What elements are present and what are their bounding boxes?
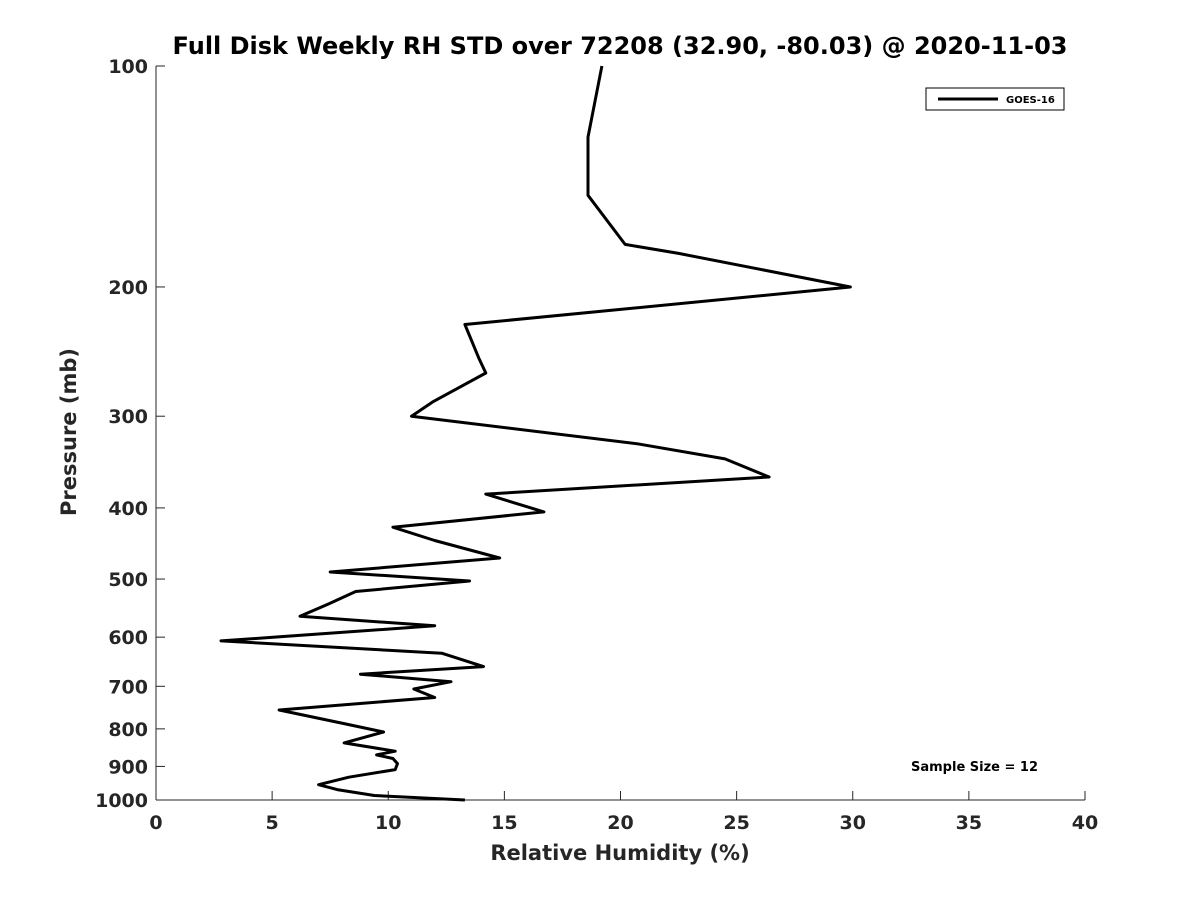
- x-tick-label: 20: [607, 812, 633, 834]
- legend-label-goes-16: GOES-16: [1006, 95, 1055, 106]
- plot-axes: [155, 66, 1085, 801]
- y-axis-ticks: 100 200 300 400 500 600 700 800 900 1000: [95, 56, 165, 812]
- chart-title: Full Disk Weekly RH STD over 72208 (32.9…: [173, 32, 1068, 60]
- legend: GOES-16: [925, 87, 1065, 111]
- x-tick-label: 5: [266, 812, 279, 834]
- x-tick-label: 15: [491, 812, 517, 834]
- sample-size-annotation: Sample Size = 12: [911, 760, 1038, 775]
- y-tick-label: 100: [108, 56, 148, 78]
- y-tick-label: 800: [108, 719, 148, 741]
- x-tick-label: 40: [1072, 812, 1098, 834]
- y-tick-label: 200: [108, 277, 148, 299]
- x-axis-ticks: 0 5 10 15 20 25 30 35 40: [149, 791, 1098, 834]
- y-tick-label: 400: [108, 498, 148, 520]
- y-axis-title: Pressure (mb): [57, 348, 81, 516]
- series-layer: [219, 65, 852, 802]
- y-tick-label: 600: [108, 627, 148, 649]
- x-tick-label: 35: [956, 812, 982, 834]
- y-tick-label: 1000: [95, 790, 148, 812]
- series-line-goes-16: [219, 65, 852, 802]
- x-tick-label: 25: [723, 812, 749, 834]
- x-axis-title: Relative Humidity (%): [490, 841, 749, 865]
- x-tick-label: 10: [375, 812, 401, 834]
- y-tick-label: 700: [108, 676, 148, 698]
- y-tick-label: 900: [108, 756, 148, 778]
- y-tick-label: 300: [108, 406, 148, 428]
- y-tick-label: 500: [108, 569, 148, 591]
- x-tick-label: 0: [149, 812, 162, 834]
- x-tick-label: 30: [840, 812, 866, 834]
